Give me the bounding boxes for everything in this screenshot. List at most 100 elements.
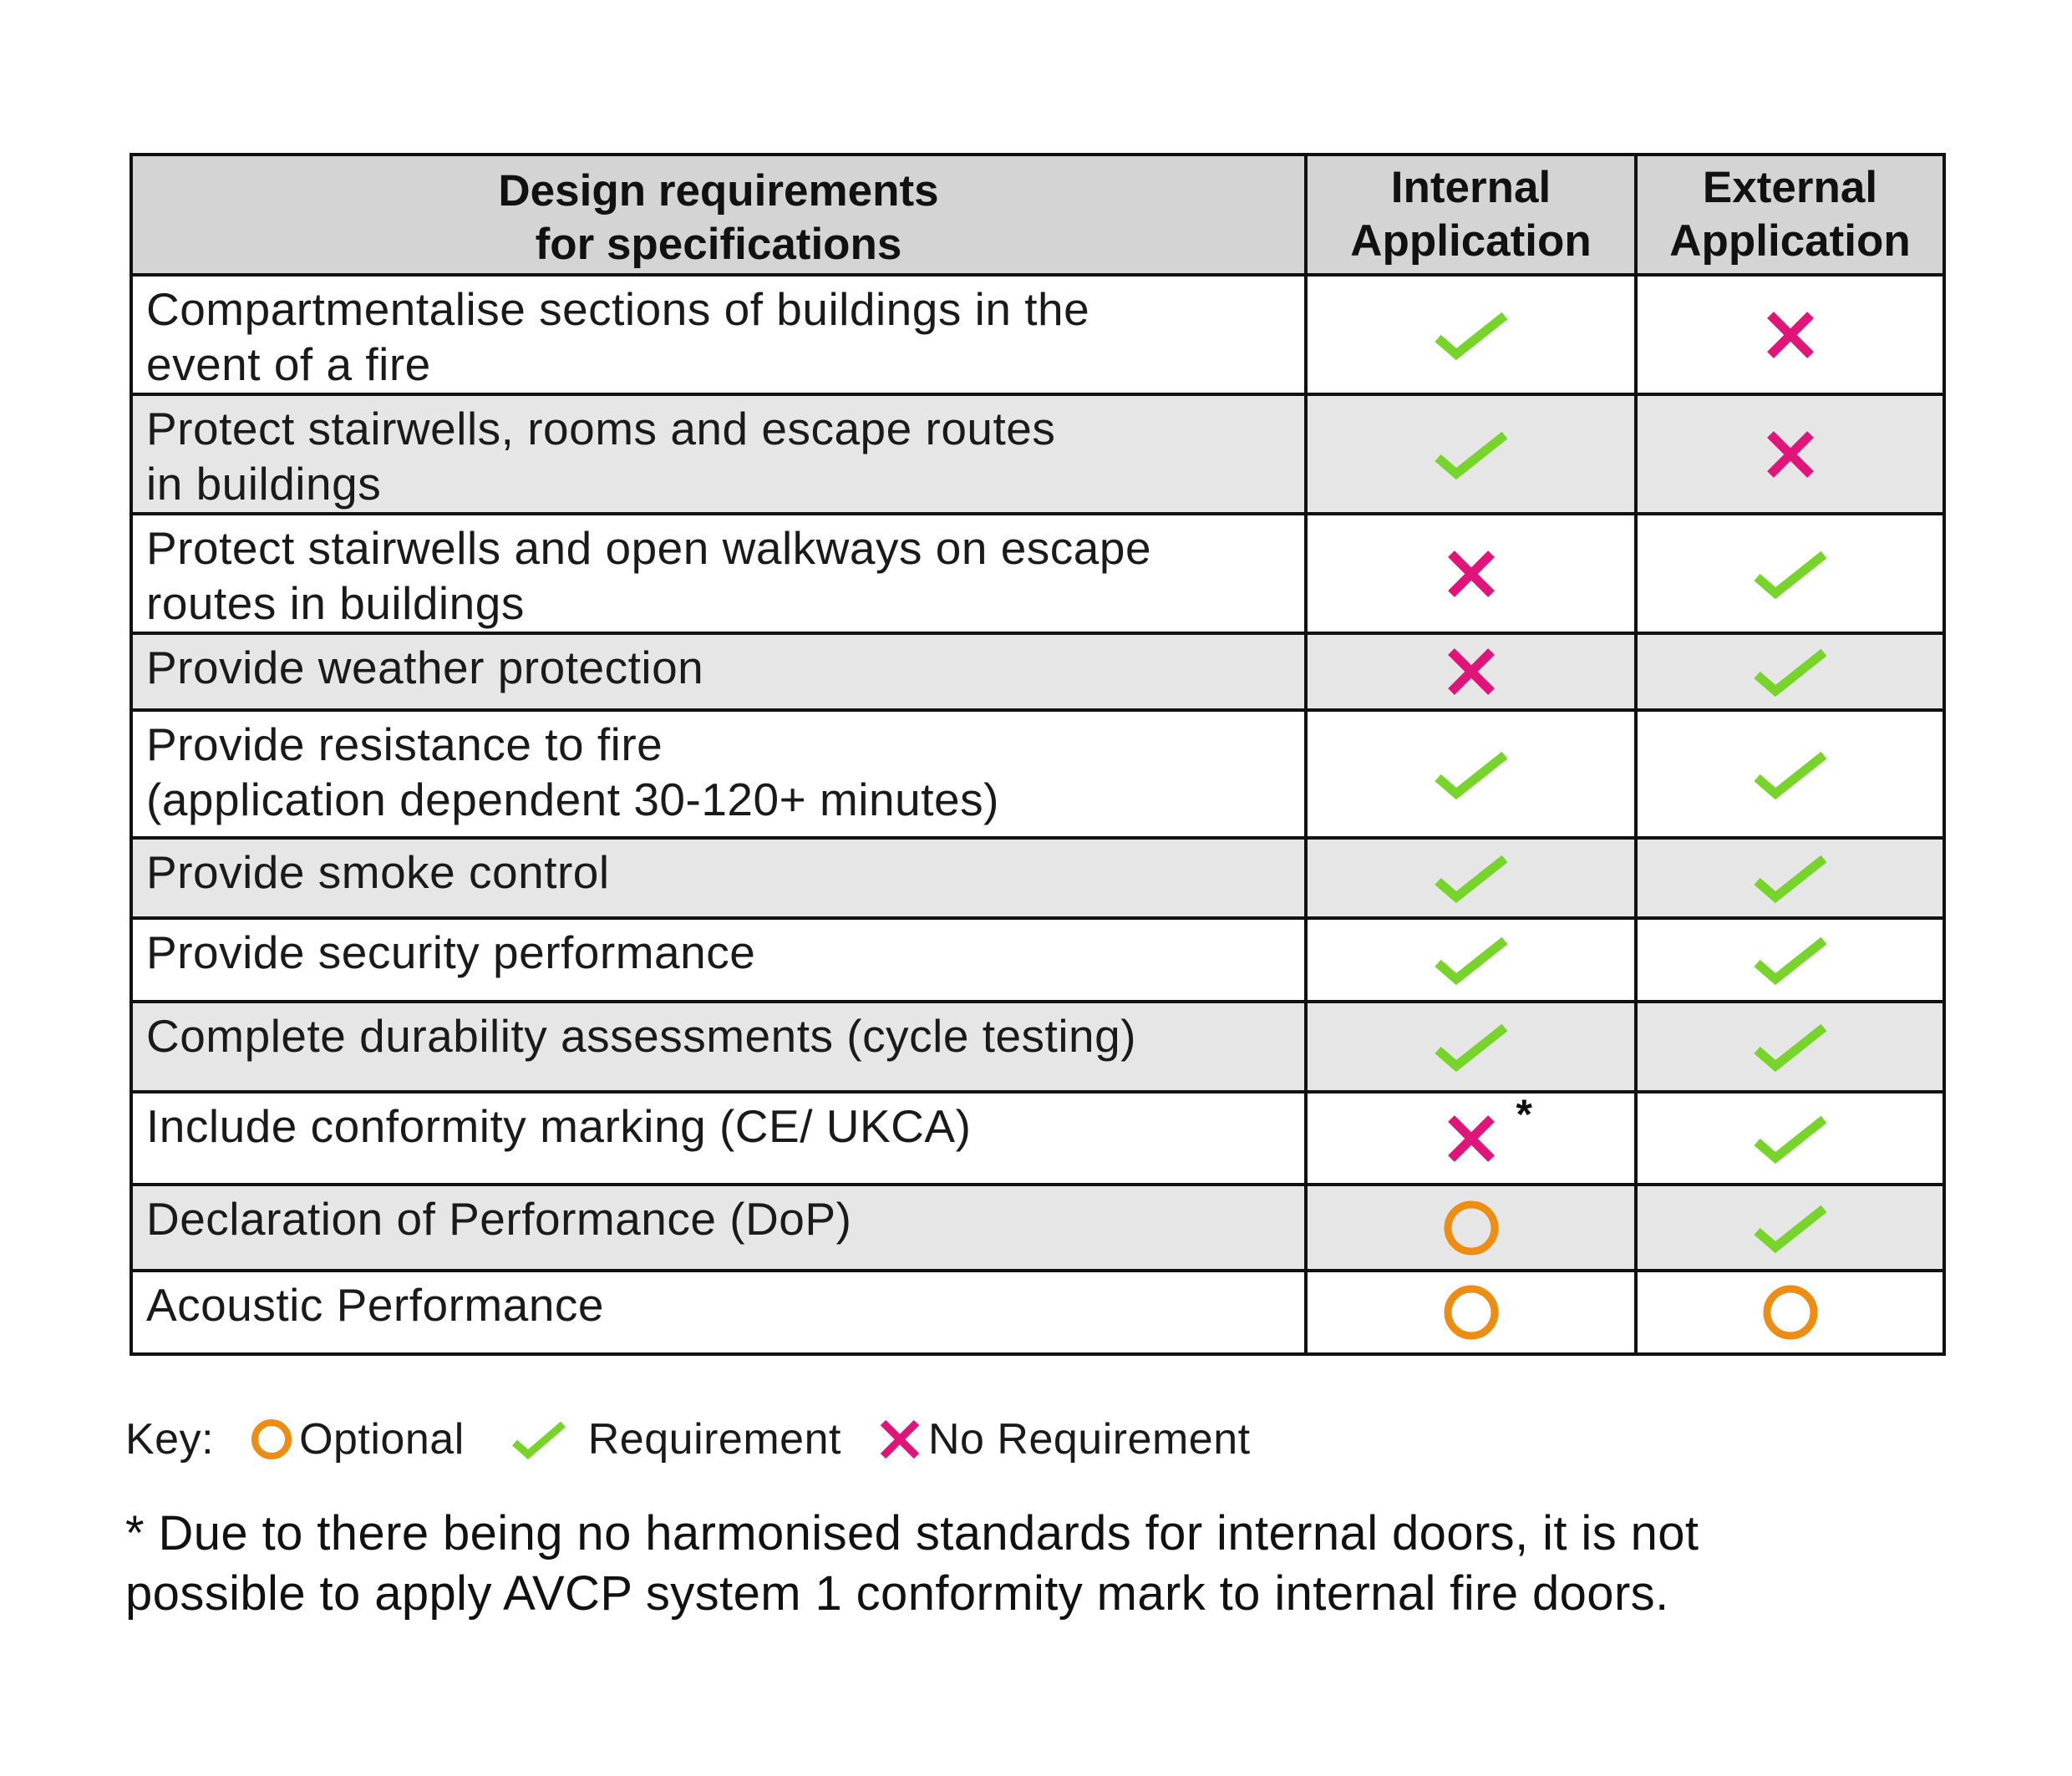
status-mark	[1445, 547, 1498, 601]
check-icon	[1753, 551, 1826, 599]
requirement-line1: Provide resistance to fire	[146, 718, 663, 770]
table-header-row: Design requirements for specifications I…	[130, 153, 1946, 277]
external-application-cell	[1634, 273, 1946, 396]
requirement-cell: Protect stairwells and open walkways on …	[130, 512, 1308, 635]
internal-application-cell	[1304, 1000, 1638, 1094]
requirement-line2: event of a fire	[146, 338, 431, 390]
optional-circle-icon	[251, 1419, 292, 1459]
internal-application-cell	[1304, 708, 1638, 840]
internal-application-cell	[1304, 393, 1638, 515]
status-mark	[1752, 1112, 1829, 1165]
table-row: Provide resistance to fire (application d…	[130, 708, 1946, 840]
footnote-line1: * Due to there being no harmonised stand…	[125, 1506, 1699, 1560]
internal-application-cell	[1304, 1269, 1638, 1356]
check-icon	[1753, 751, 1826, 799]
table-row: Complete durability assessments (cycle t…	[130, 1000, 1946, 1094]
header-internal-application: Internal Application	[1304, 153, 1638, 277]
external-application-cell	[1634, 916, 1946, 1003]
table-row: Provide security performance	[130, 916, 1946, 1003]
requirement-line1: Compartmentalise sections of buildings i…	[146, 283, 1090, 335]
requirement-line1: Include conformity marking (CE/ UKCA)	[146, 1100, 972, 1152]
table-row: Compartmentalise sections of buildings i…	[130, 273, 1946, 396]
external-application-cell	[1634, 512, 1946, 635]
header-design-requirements: Design requirements for specifications	[130, 153, 1308, 277]
key-optional-label: Optional	[299, 1415, 465, 1464]
status-mark	[1433, 851, 1510, 905]
status-mark	[1441, 1282, 1501, 1342]
requirement-line2: routes in buildings	[146, 577, 525, 629]
requirement-line2: in buildings	[146, 458, 382, 510]
status-mark	[1752, 547, 1829, 601]
status-mark	[1752, 1020, 1829, 1073]
status-mark	[1433, 933, 1510, 987]
header-internal-line1: Internal	[1390, 163, 1551, 212]
internal-application-cell: *	[1304, 1090, 1638, 1186]
check-icon	[1753, 1115, 1826, 1164]
check-icon	[1434, 312, 1507, 360]
requirement-line2: (application dependent 30-120+ minutes)	[146, 774, 999, 825]
header-requirement-line2: for specifications	[535, 220, 902, 269]
requirement-line1: Protect stairwells and open walkways on …	[146, 522, 1152, 574]
check-icon	[1753, 648, 1826, 698]
status-mark	[1433, 428, 1510, 481]
status-mark	[1433, 308, 1510, 362]
internal-application-cell	[1304, 632, 1638, 712]
requirement-line1: Provide smoke control	[146, 846, 610, 898]
cross-icon	[1766, 311, 1814, 358]
status-mark	[1445, 645, 1498, 698]
requirement-line1: Provide weather protection	[146, 642, 704, 693]
requirement-line1: Acoustic Performance	[146, 1279, 604, 1331]
requirement-cell: Provide weather protection	[130, 632, 1308, 712]
check-icon	[1753, 1023, 1826, 1073]
requirement-cell: Declaration of Performance (DoP)	[130, 1183, 1308, 1272]
table-row: Acoustic Performance	[130, 1269, 1946, 1356]
requirement-cell: Protect stairwells, rooms and escape rou…	[130, 393, 1308, 515]
table-row: Protect stairwells and open walkways on …	[130, 512, 1946, 635]
internal-application-cell	[1304, 512, 1638, 635]
cross-icon	[1447, 648, 1495, 695]
key-title: Key:	[125, 1415, 215, 1464]
status-mark	[1752, 1201, 1829, 1255]
status-mark	[1752, 748, 1829, 801]
requirement-cell: Provide resistance to fire (application d…	[130, 708, 1308, 840]
check-icon	[1434, 1023, 1507, 1073]
external-application-cell	[1634, 1269, 1946, 1356]
check-icon	[1434, 431, 1507, 480]
status-mark	[1433, 1020, 1510, 1073]
cross-icon	[1447, 550, 1495, 597]
check-icon	[1434, 751, 1507, 799]
requirement-line1: Protect stairwells, rooms and escape rou…	[146, 403, 1056, 454]
header-external-line2: Application	[1669, 216, 1911, 266]
header-external-line1: External	[1702, 163, 1878, 212]
key-item-requirement: Requirement	[510, 1414, 841, 1464]
external-application-cell	[1634, 1090, 1946, 1186]
status-mark	[1433, 748, 1510, 801]
requirement-cell: Provide smoke control	[130, 836, 1308, 920]
optional-circle-icon	[1444, 1200, 1498, 1255]
requirement-cell: Complete durability assessments (cycle t…	[130, 1000, 1308, 1094]
table-row: Provide weather protection	[130, 632, 1946, 712]
requirement-line1: Provide security performance	[146, 926, 756, 978]
check-icon	[1753, 936, 1826, 986]
footnote-asterisk: *	[1516, 1090, 1532, 1138]
status-mark	[1752, 645, 1829, 698]
external-application-cell	[1634, 393, 1946, 515]
key-requirement-label: Requirement	[587, 1415, 841, 1464]
internal-application-cell	[1304, 836, 1638, 920]
header-requirement-line1: Design requirements	[498, 166, 939, 216]
table-row: Declaration of Performance (DoP)	[130, 1183, 1946, 1272]
internal-application-cell	[1304, 916, 1638, 1003]
table-row: Provide smoke control	[130, 836, 1946, 920]
check-icon	[1434, 936, 1507, 986]
cross-icon	[880, 1419, 920, 1459]
key-item-optional: Optional	[249, 1414, 465, 1464]
cross-icon	[1447, 1114, 1495, 1162]
legend-key: Key: Optional Requirement No Requirement	[125, 1410, 1251, 1469]
external-application-cell	[1634, 1183, 1946, 1272]
optional-circle-icon	[1763, 1285, 1817, 1340]
internal-application-cell	[1304, 273, 1638, 396]
check-icon	[1753, 855, 1826, 904]
cross-icon	[1766, 430, 1814, 478]
footnote-line2: possible to apply AVCP system 1 conformi…	[125, 1566, 1669, 1621]
status-mark	[1760, 1282, 1821, 1342]
